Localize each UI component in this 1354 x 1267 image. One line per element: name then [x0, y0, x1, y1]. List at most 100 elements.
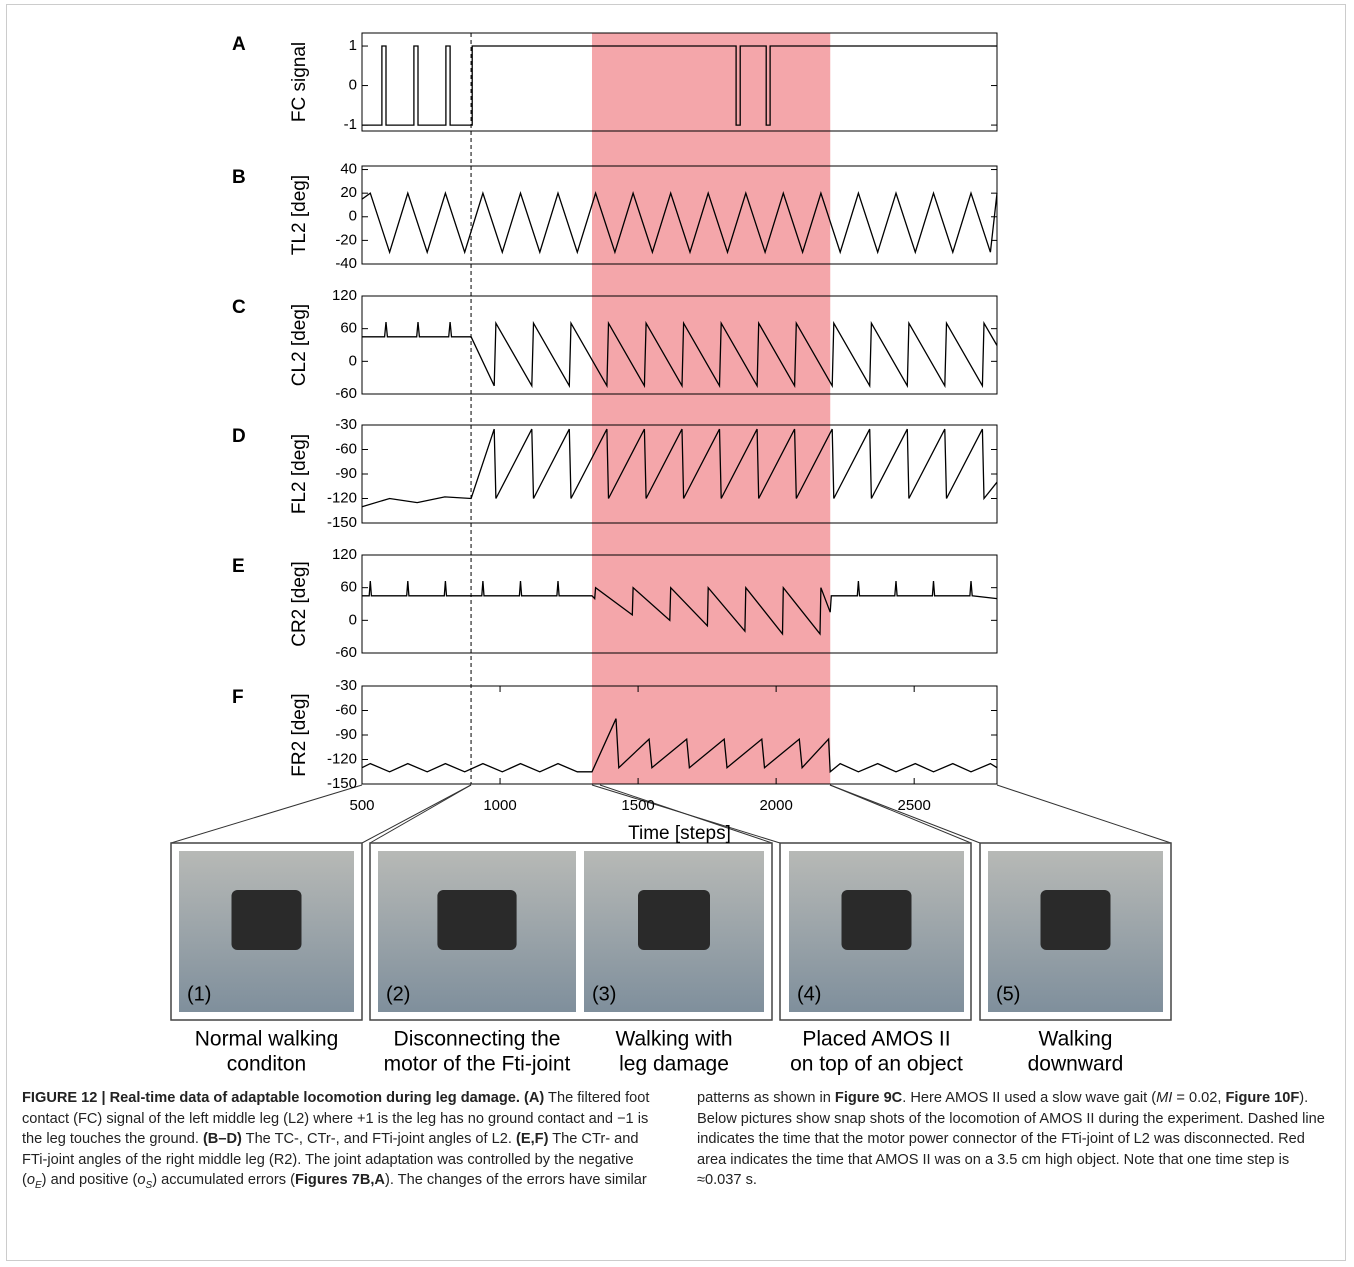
x-tick-label: 2000: [759, 797, 792, 814]
photo-caption: Walking: [1039, 1028, 1113, 1051]
figure: 1 0 -1 A FC signal 40 20 0 -20 -40 B TL2 [deg] 120 60…: [170, 32, 1172, 1076]
robot: [437, 890, 517, 950]
x-tick-label: 1000: [483, 797, 516, 814]
data-line: [362, 45, 997, 126]
robot: [841, 890, 912, 950]
y-tick-label: 60: [340, 320, 357, 337]
y-tick-label: -90: [335, 465, 357, 482]
caption-text: FIGURE 12 | Real-time data of adaptable …: [22, 1090, 520, 1106]
photo-label: (5): [996, 983, 1020, 1005]
y-tick-label: 20: [340, 184, 357, 201]
caption-text: The filtered foot contact (FC) signal of…: [22, 1090, 650, 1147]
y-axis-label: FR2 [deg]: [289, 693, 310, 776]
caption-text: o: [26, 1172, 35, 1188]
robot: [638, 890, 710, 950]
caption-text: ) accumulated errors (: [152, 1172, 295, 1188]
y-axis-label: TL2 [deg]: [289, 175, 310, 255]
panel-label: B: [232, 167, 246, 188]
photo-caption: Walking with: [615, 1028, 732, 1051]
y-tick-label: -90: [335, 726, 357, 743]
y-tick-label: -30: [335, 677, 357, 694]
caption-text: o: [137, 1172, 146, 1188]
y-tick-label: 1: [349, 37, 357, 54]
y-tick-label: 60: [340, 579, 357, 596]
caption-text: The CTr- and FTi-joint angles of the rig…: [22, 1131, 639, 1188]
caption-text: S: [145, 1179, 153, 1191]
photo-caption: on top of an object: [790, 1053, 963, 1076]
robot: [231, 890, 302, 950]
caption-text: Figure 9C: [834, 1090, 903, 1106]
caption-text: MI: [1156, 1090, 1173, 1106]
x-tick-label: 500: [349, 797, 374, 814]
zoom-lines: [170, 784, 1172, 844]
y-tick-label: -120: [327, 750, 357, 767]
y-tick-label: -60: [335, 440, 357, 457]
caption-text: Figure 10F: [1225, 1090, 1300, 1106]
y-tick-label: -150: [327, 514, 357, 531]
caption-text: (A): [519, 1090, 545, 1106]
x-axis-label: Time [steps]: [628, 823, 731, 844]
caption-text: ). The changes of the errors have simila…: [384, 1090, 835, 1188]
y-tick-label: -30: [335, 416, 357, 433]
frame: [6, 4, 1346, 1261]
panel-label: F: [232, 687, 244, 708]
caption-text: (B–D): [202, 1131, 242, 1147]
y-tick-label: 0: [349, 611, 357, 628]
data-line: [361, 428, 998, 508]
y-tick-label: -60: [335, 701, 357, 718]
photo-caption: leg damage: [619, 1053, 729, 1076]
y-axis-label: FC signal: [289, 42, 310, 122]
shaded-region: [591, 33, 831, 784]
y-tick-label: 0: [349, 208, 357, 225]
panel-label: C: [232, 297, 246, 318]
panel-label: A: [232, 34, 246, 55]
photo-caption: Disconnecting the: [394, 1028, 561, 1051]
y-tick-label: -40: [335, 255, 357, 272]
y-axis-label: FL2 [deg]: [289, 434, 310, 514]
figure-caption: FIGURE 12 | Real-time data of adaptable …: [22, 1088, 1332, 1196]
y-tick-label: 0: [349, 352, 357, 369]
caption-text: ) and positive (: [41, 1172, 138, 1188]
y-tick-label: -60: [335, 385, 357, 402]
y-tick-label: -120: [327, 489, 357, 506]
y-tick-label: -1: [344, 116, 357, 133]
caption-text: (E,F): [516, 1131, 549, 1147]
robot: [1040, 890, 1111, 950]
y-axis-label: CR2 [deg]: [289, 561, 310, 647]
photo-caption: motor of the Fti-joint: [384, 1053, 571, 1076]
caption-text: ). Below pictures show snap shots of the…: [697, 1090, 1325, 1188]
data-line: [361, 191, 998, 255]
y-axis-label: CL2 [deg]: [289, 304, 310, 386]
photo-caption: Placed AMOS II: [802, 1028, 950, 1051]
y-tick-label: 120: [332, 287, 357, 304]
data-line: [361, 718, 998, 774]
y-tick-label: 0: [349, 77, 357, 94]
y-tick-label: 40: [340, 161, 357, 178]
plot-frame: [361, 32, 998, 132]
photo-caption: downward: [1028, 1053, 1124, 1076]
y-tick-label: -60: [335, 644, 357, 661]
plot-frame: [361, 165, 998, 265]
data-line: [362, 581, 998, 636]
caption-text: E: [35, 1179, 42, 1191]
caption-text: Figures 7B,A: [294, 1172, 385, 1188]
y-tick-label: -150: [327, 775, 357, 792]
x-tick-label: 2500: [897, 797, 930, 814]
y-tick-label: 120: [332, 546, 357, 563]
caption-text: = 0.02,: [1172, 1090, 1226, 1106]
data-line: [362, 320, 998, 389]
caption-text: . Here AMOS II used a slow wave gait (: [902, 1090, 1157, 1106]
y-tick-label: -20: [335, 231, 357, 248]
panel-label: D: [232, 426, 246, 447]
photo-label: (1): [187, 983, 211, 1005]
photo-label: (4): [797, 983, 821, 1005]
photo-caption: conditon: [227, 1053, 306, 1076]
plot-frame: [361, 554, 998, 654]
photo-label: (3): [592, 983, 616, 1005]
photo-caption: Normal walking: [195, 1028, 339, 1051]
caption-text: The TC-, CTr-, and FTi-joint angles of L…: [241, 1131, 516, 1147]
photo-label: (2): [386, 983, 410, 1005]
x-tick-label: 1500: [621, 797, 654, 814]
panel-label: E: [232, 556, 245, 577]
